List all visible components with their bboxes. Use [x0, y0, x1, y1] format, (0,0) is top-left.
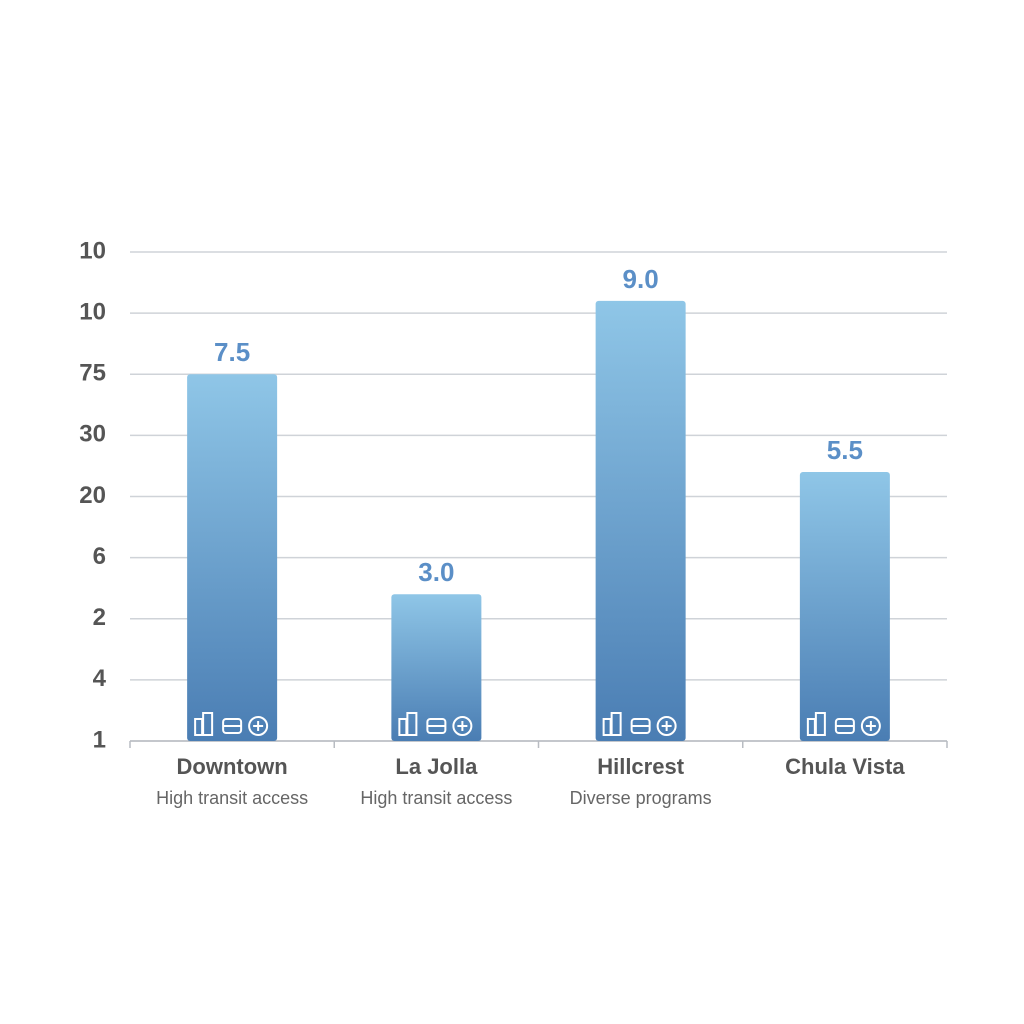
x-tick-label: Downtown: [177, 754, 288, 779]
y-tick-label: 20: [79, 482, 106, 509]
bar: [595, 300, 686, 741]
y-tick-label: 4: [93, 665, 107, 692]
value-label: 9.0: [623, 264, 659, 294]
building-icon: [610, 712, 622, 736]
y-tick-label: 75: [79, 360, 106, 387]
y-tick-label: 6: [93, 543, 106, 570]
value-label: 5.5: [827, 435, 863, 465]
y-tick-label: 2: [93, 604, 106, 631]
bar-icons: [602, 712, 677, 736]
y-tick-label: 1: [93, 726, 106, 753]
value-label: 3.0: [418, 557, 454, 587]
bar-icons: [806, 712, 881, 736]
bar-icons: [398, 712, 473, 736]
bar: [391, 594, 482, 741]
plus-icon: [248, 716, 269, 736]
x-tick-label: La Jolla: [395, 754, 478, 779]
building-icon: [202, 712, 214, 736]
y-tick-label: 30: [79, 421, 106, 448]
building-icon: [406, 712, 418, 736]
x-tick-label: Chula Vista: [785, 754, 905, 779]
plus-icon: [661, 721, 672, 731]
y-tick-label: 10: [79, 237, 106, 264]
category-subtitle: High transit access: [156, 788, 308, 808]
plus-icon: [656, 716, 677, 736]
plus-icon: [865, 721, 876, 731]
plus-icon: [253, 721, 264, 731]
x-tick-label: Hillcrest: [597, 754, 684, 779]
building-icon: [814, 712, 826, 736]
bar: [187, 374, 278, 741]
plus-icon: [457, 721, 468, 731]
bar: [799, 472, 890, 741]
plus-icon: [860, 716, 881, 736]
y-tick-label: 10: [79, 298, 106, 325]
value-label: 7.5: [214, 337, 250, 367]
category-subtitle: Diverse programs: [570, 788, 712, 808]
bar-icons: [194, 712, 269, 736]
plus-icon: [452, 716, 473, 736]
category-subtitle: High transit access: [360, 788, 512, 808]
